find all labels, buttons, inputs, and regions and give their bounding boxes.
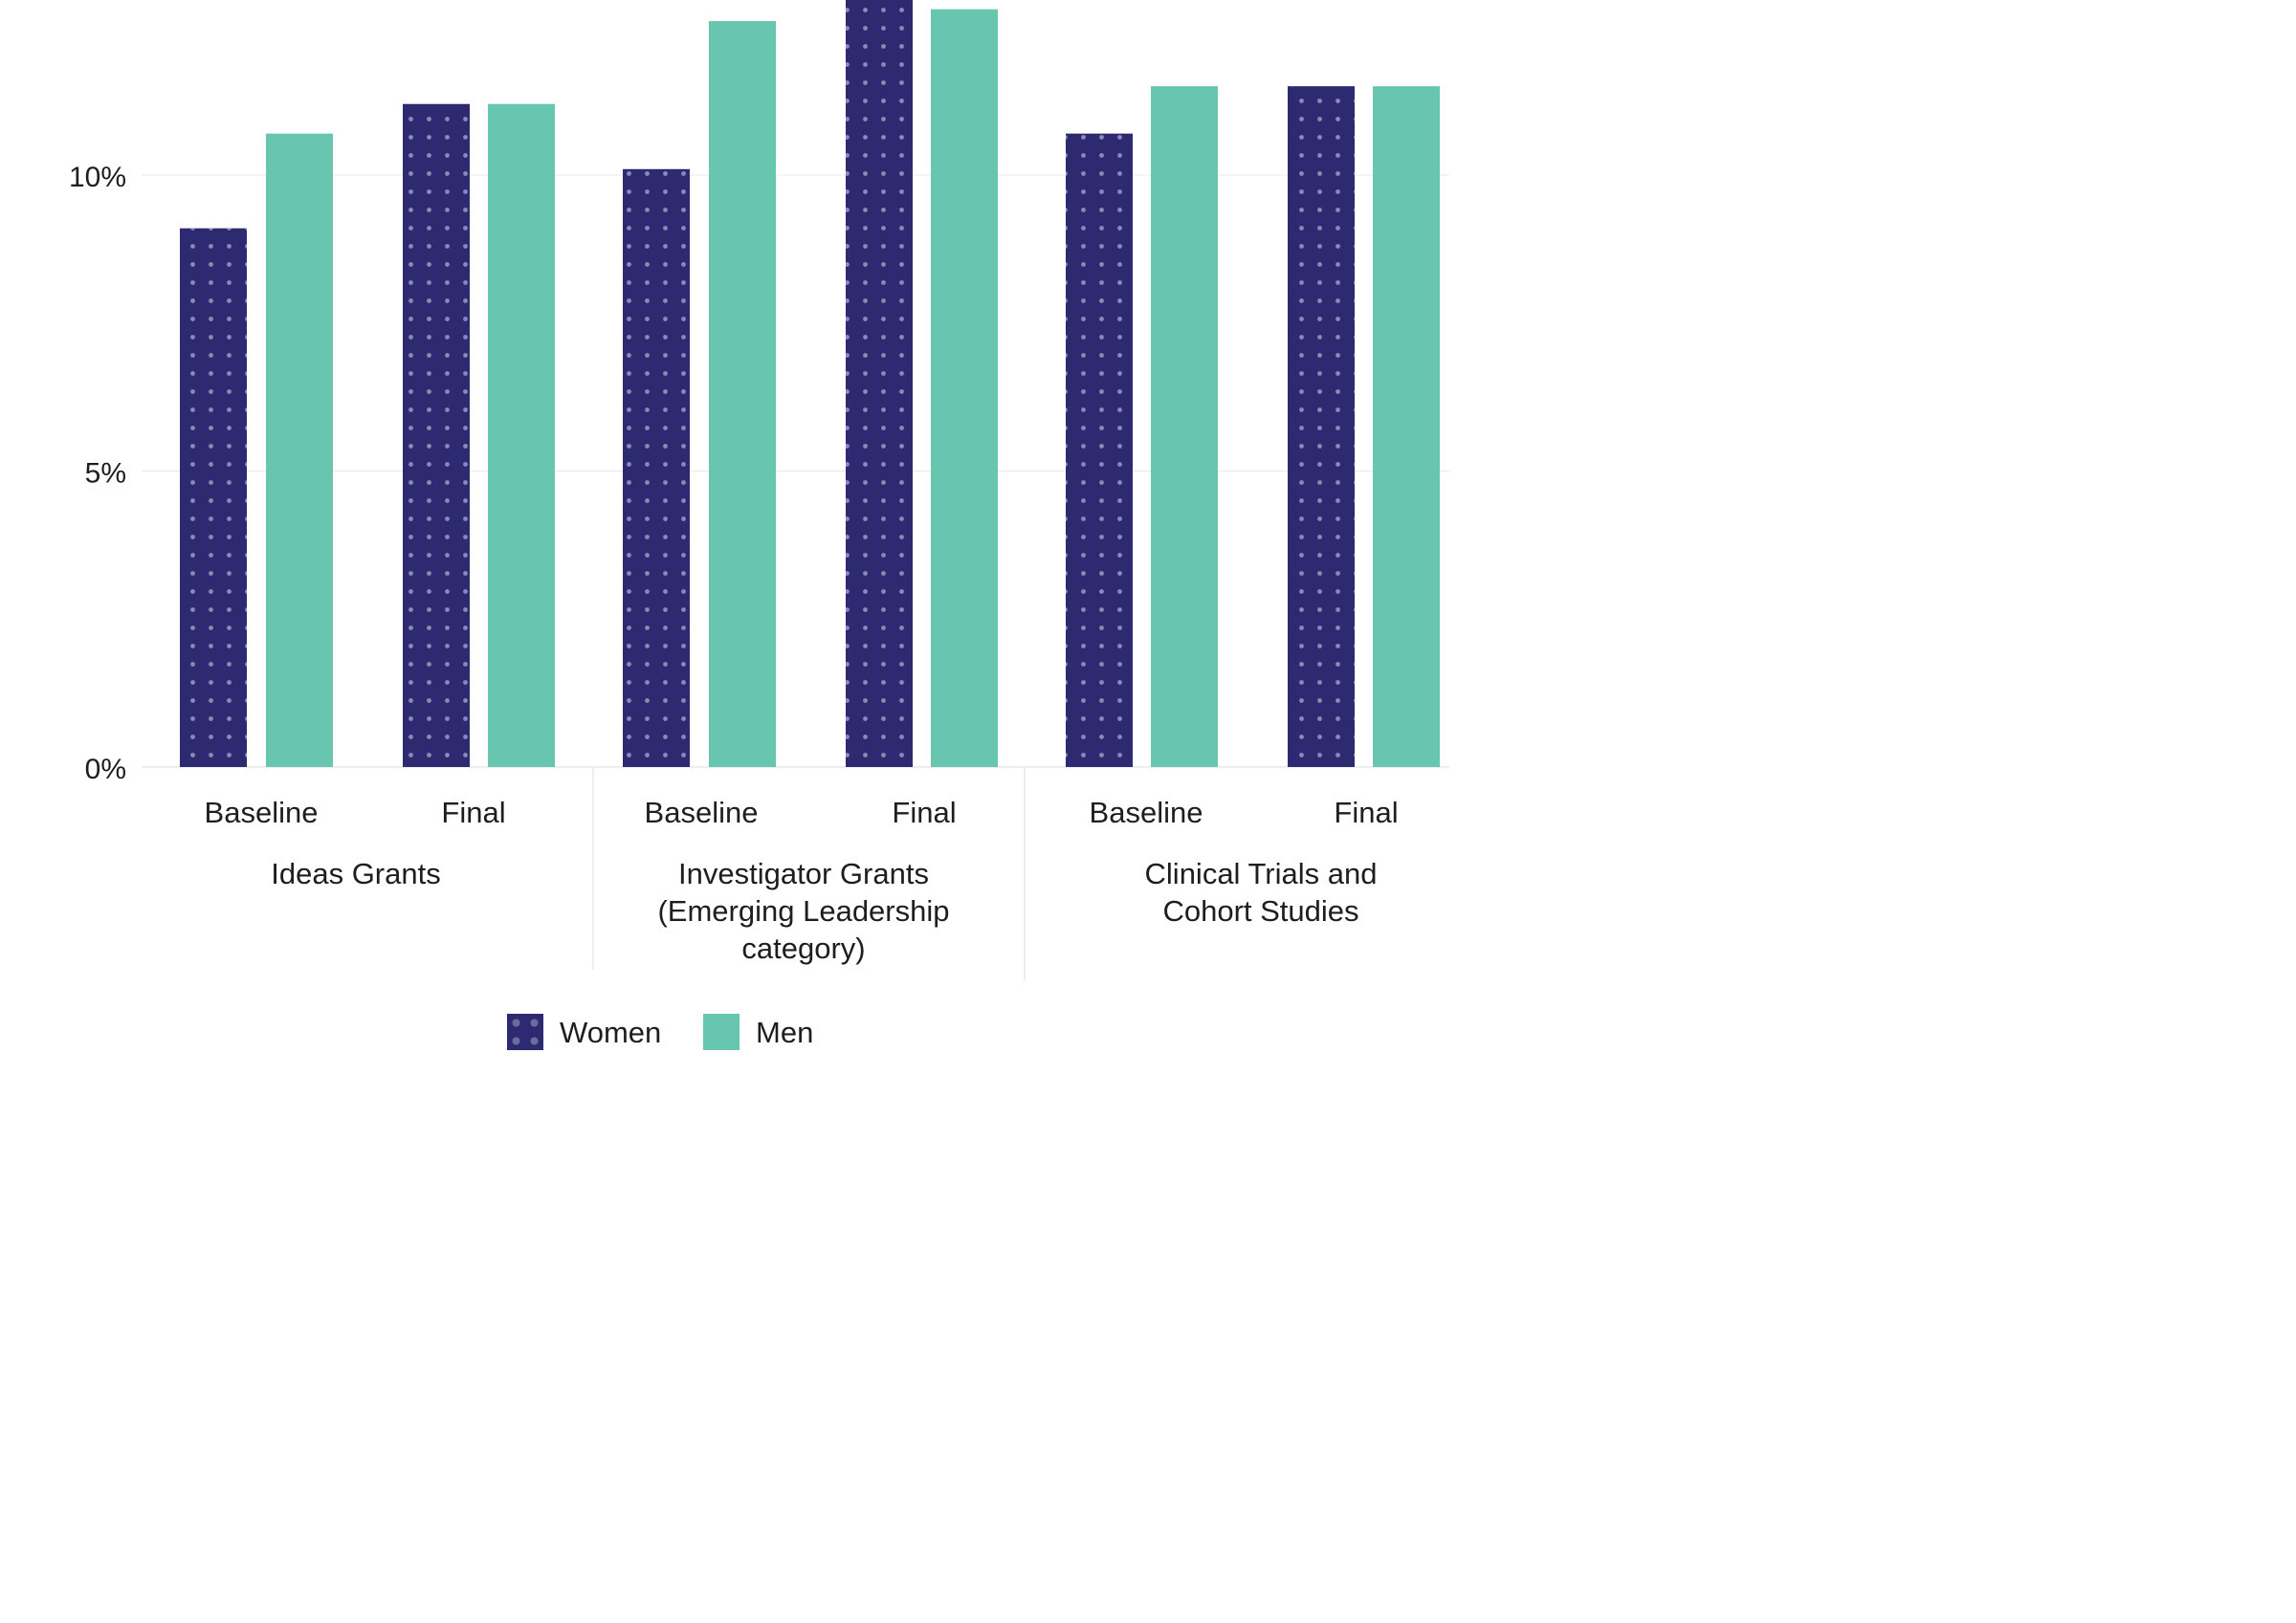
legend-label-men: Men [756,1016,813,1049]
bar-men [488,103,555,768]
x-category-label: Baseline [645,796,759,829]
group-separators [592,767,1026,980]
bar-women-dot-pattern [403,103,470,768]
x-group-label: Clinical Trials and [1145,857,1378,890]
bar-women-dot-pattern [1288,86,1355,767]
bar-men [1373,86,1440,767]
bars [180,0,1440,768]
x-category-label: Final [441,796,505,829]
bar-women-dot-pattern [846,0,913,768]
bar-men [1151,86,1218,767]
bar-men [709,21,776,768]
x-group-label: Ideas Grants [271,857,440,890]
x-group-label: Cohort Studies [1162,894,1358,928]
x-category-label: Final [1334,796,1398,829]
x-axis-category-labels: Baseline Final Baseline Final Baseline Final [205,796,1399,829]
legend-swatch-dot-pattern [507,1014,543,1050]
x-category-label: Baseline [205,796,319,829]
bar-women-dot-pattern [623,168,690,767]
y-axis-tick-labels: 0% 5% 10% [69,162,126,785]
bar-chart-svg: 0%5%10% Baseline Final Baseline Final Baseli… [69,0,1449,1050]
bar-women-dot-pattern [1066,133,1133,768]
x-group-label: Investigator Grants [678,857,929,890]
x-category-label: Final [892,796,956,829]
gridlines [142,174,1449,768]
bar-men [931,9,998,768]
x-category-label: Baseline [1090,796,1203,829]
y-tick-label: 5% [85,458,126,490]
legend-swatch-men [703,1014,740,1050]
legend: Women Men [507,1014,813,1050]
legend-label-women: Women [560,1016,661,1049]
x-group-label: (Emerging Leadership [657,894,949,928]
y-tick-label: 0% [85,754,126,785]
y-tick-label: 10% [69,162,126,193]
bar-women-dot-pattern [180,228,247,767]
chart: 0% 5% 10% Baseline Final Baseline Final Baseli… [0,0,1485,1052]
x-axis-group-labels: Ideas Grants Investigator Grants (Emerging… [271,857,1377,965]
bar-men [266,133,333,768]
x-group-label: category) [741,932,865,965]
